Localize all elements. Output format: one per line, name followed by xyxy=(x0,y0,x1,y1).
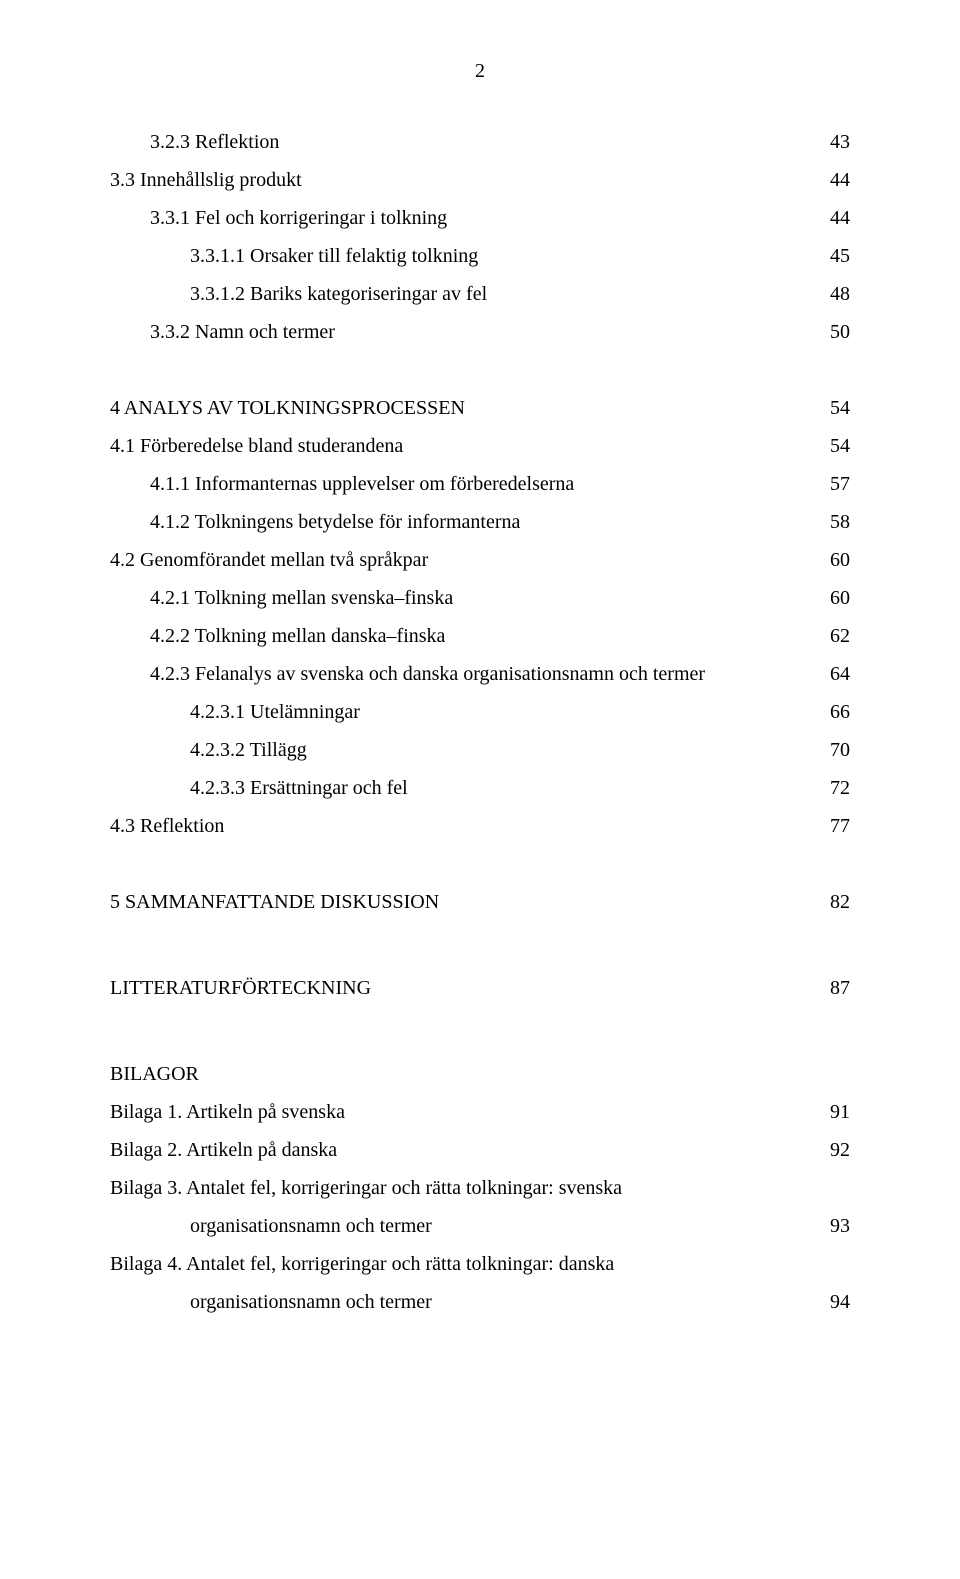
toc-label: 4.2.1 Tolkning mellan svenska–finska xyxy=(150,579,453,617)
toc-page: 57 xyxy=(810,465,850,503)
toc-page: 77 xyxy=(810,807,850,845)
toc-label: 3.3 Innehållslig produkt xyxy=(110,161,302,199)
toc-page: 54 xyxy=(810,427,850,465)
toc-entry: 4.2 Genomförandet mellan två språkpar 60 xyxy=(110,541,850,579)
toc-entry-continuation: organisationsnamn och termer 94 xyxy=(110,1283,850,1321)
toc-section-heading: 5 SAMMANFATTANDE DISKUSSION 82 xyxy=(110,883,850,921)
toc-section-heading: LITTERATURFÖRTECKNING 87 xyxy=(110,969,850,1007)
toc-page: 44 xyxy=(810,161,850,199)
toc-label: 4.3 Reflektion xyxy=(110,807,224,845)
toc-page: 45 xyxy=(810,237,850,275)
toc-page: 62 xyxy=(810,617,850,655)
toc-label: 4.2.3 Felanalys av svenska och danska or… xyxy=(150,655,705,693)
toc-page: 70 xyxy=(810,731,850,769)
toc-entry-multiline: Bilaga 3. Antalet fel, korrigeringar och… xyxy=(110,1169,850,1207)
toc-label: 4.2 Genomförandet mellan två språkpar xyxy=(110,541,428,579)
toc-label: 4.1.1 Informanternas upplevelser om förb… xyxy=(150,465,574,503)
toc-label: 4.1.2 Tolkningens betydelse för informan… xyxy=(150,503,520,541)
toc-page: 50 xyxy=(810,313,850,351)
toc-entry: 4.2.2 Tolkning mellan danska–finska 62 xyxy=(110,617,850,655)
toc-entry: 3.3.2 Namn och termer 50 xyxy=(110,313,850,351)
toc-label: 4 ANALYS AV TOLKNINGSPROCESSEN xyxy=(110,389,465,427)
toc-page: 60 xyxy=(810,579,850,617)
toc-label: Bilaga 2. Artikeln på danska xyxy=(110,1131,337,1169)
toc-entry: 3.2.3 Reflektion 43 xyxy=(110,123,850,161)
toc-label: 3.3.2 Namn och termer xyxy=(150,313,335,351)
toc-entry: 4.2.3.2 Tillägg 70 xyxy=(110,731,850,769)
toc-page: 60 xyxy=(810,541,850,579)
toc-entry: Bilaga 2. Artikeln på danska 92 xyxy=(110,1131,850,1169)
toc-page: 48 xyxy=(810,275,850,313)
toc-entry-multiline: Bilaga 4. Antalet fel, korrigeringar och… xyxy=(110,1245,850,1283)
toc-entry: 4.3 Reflektion 77 xyxy=(110,807,850,845)
toc-entry: 4.1.1 Informanternas upplevelser om förb… xyxy=(110,465,850,503)
toc-page: 93 xyxy=(810,1207,850,1245)
toc-entry-continuation: organisationsnamn och termer 93 xyxy=(110,1207,850,1245)
toc-page: 92 xyxy=(810,1131,850,1169)
toc-label: 4.2.3.2 Tillägg xyxy=(190,731,307,769)
toc-label: 4.1 Förberedelse bland studerandena xyxy=(110,427,403,465)
toc-label: 3.3.1 Fel och korrigeringar i tolkning xyxy=(150,199,447,237)
toc-entry: 4.2.3 Felanalys av svenska och danska or… xyxy=(110,655,850,693)
toc-label: 4.2.2 Tolkning mellan danska–finska xyxy=(150,617,445,655)
toc-entry: 4.2.3.3 Ersättningar och fel 72 xyxy=(110,769,850,807)
toc-page: 58 xyxy=(810,503,850,541)
toc-page: 82 xyxy=(810,883,850,921)
toc-label: Bilaga 1. Artikeln på svenska xyxy=(110,1093,345,1131)
toc-label: organisationsnamn och termer xyxy=(190,1283,432,1321)
toc-section-heading: 4 ANALYS AV TOLKNINGSPROCESSEN 54 xyxy=(110,389,850,427)
page-number: 2 xyxy=(110,60,850,83)
toc-label: 4.2.3.1 Utelämningar xyxy=(190,693,360,731)
toc-entry: 4.2.3.1 Utelämningar 66 xyxy=(110,693,850,731)
toc-label: 5 SAMMANFATTANDE DISKUSSION xyxy=(110,883,439,921)
toc-entry: Bilaga 1. Artikeln på svenska 91 xyxy=(110,1093,850,1131)
toc-entry: 4.2.1 Tolkning mellan svenska–finska 60 xyxy=(110,579,850,617)
toc-page: 87 xyxy=(810,969,850,1007)
toc-page: 66 xyxy=(810,693,850,731)
toc-page: 44 xyxy=(810,199,850,237)
toc-label: 4.2.3.3 Ersättningar och fel xyxy=(190,769,408,807)
toc-label: BILAGOR xyxy=(110,1055,199,1093)
toc-entry: 4.1.2 Tolkningens betydelse för informan… xyxy=(110,503,850,541)
toc-page: 43 xyxy=(810,123,850,161)
toc-label: organisationsnamn och termer xyxy=(190,1207,432,1245)
toc-entry: 3.3.1.1 Orsaker till felaktig tolkning 4… xyxy=(110,237,850,275)
toc-entry: 3.3 Innehållslig produkt 44 xyxy=(110,161,850,199)
toc-entry: 3.3.1 Fel och korrigeringar i tolkning 4… xyxy=(110,199,850,237)
toc-label: Bilaga 4. Antalet fel, korrigeringar och… xyxy=(110,1245,614,1283)
toc-label: Bilaga 3. Antalet fel, korrigeringar och… xyxy=(110,1169,622,1207)
toc-page: 54 xyxy=(810,389,850,427)
toc-label: LITTERATURFÖRTECKNING xyxy=(110,969,371,1007)
bilagor-heading: BILAGOR xyxy=(110,1055,850,1093)
toc-label: 3.2.3 Reflektion xyxy=(150,123,279,161)
toc-entry: 4.1 Förberedelse bland studerandena 54 xyxy=(110,427,850,465)
toc-label: 3.3.1.2 Bariks kategoriseringar av fel xyxy=(190,275,487,313)
page: 2 3.2.3 Reflektion 43 3.3 Innehållslig p… xyxy=(0,0,960,1579)
toc-entry: 3.3.1.2 Bariks kategoriseringar av fel 4… xyxy=(110,275,850,313)
toc-label: 3.3.1.1 Orsaker till felaktig tolkning xyxy=(190,237,478,275)
toc-page: 94 xyxy=(810,1283,850,1321)
toc-page: 64 xyxy=(810,655,850,693)
toc-page: 91 xyxy=(810,1093,850,1131)
toc-page: 72 xyxy=(810,769,850,807)
